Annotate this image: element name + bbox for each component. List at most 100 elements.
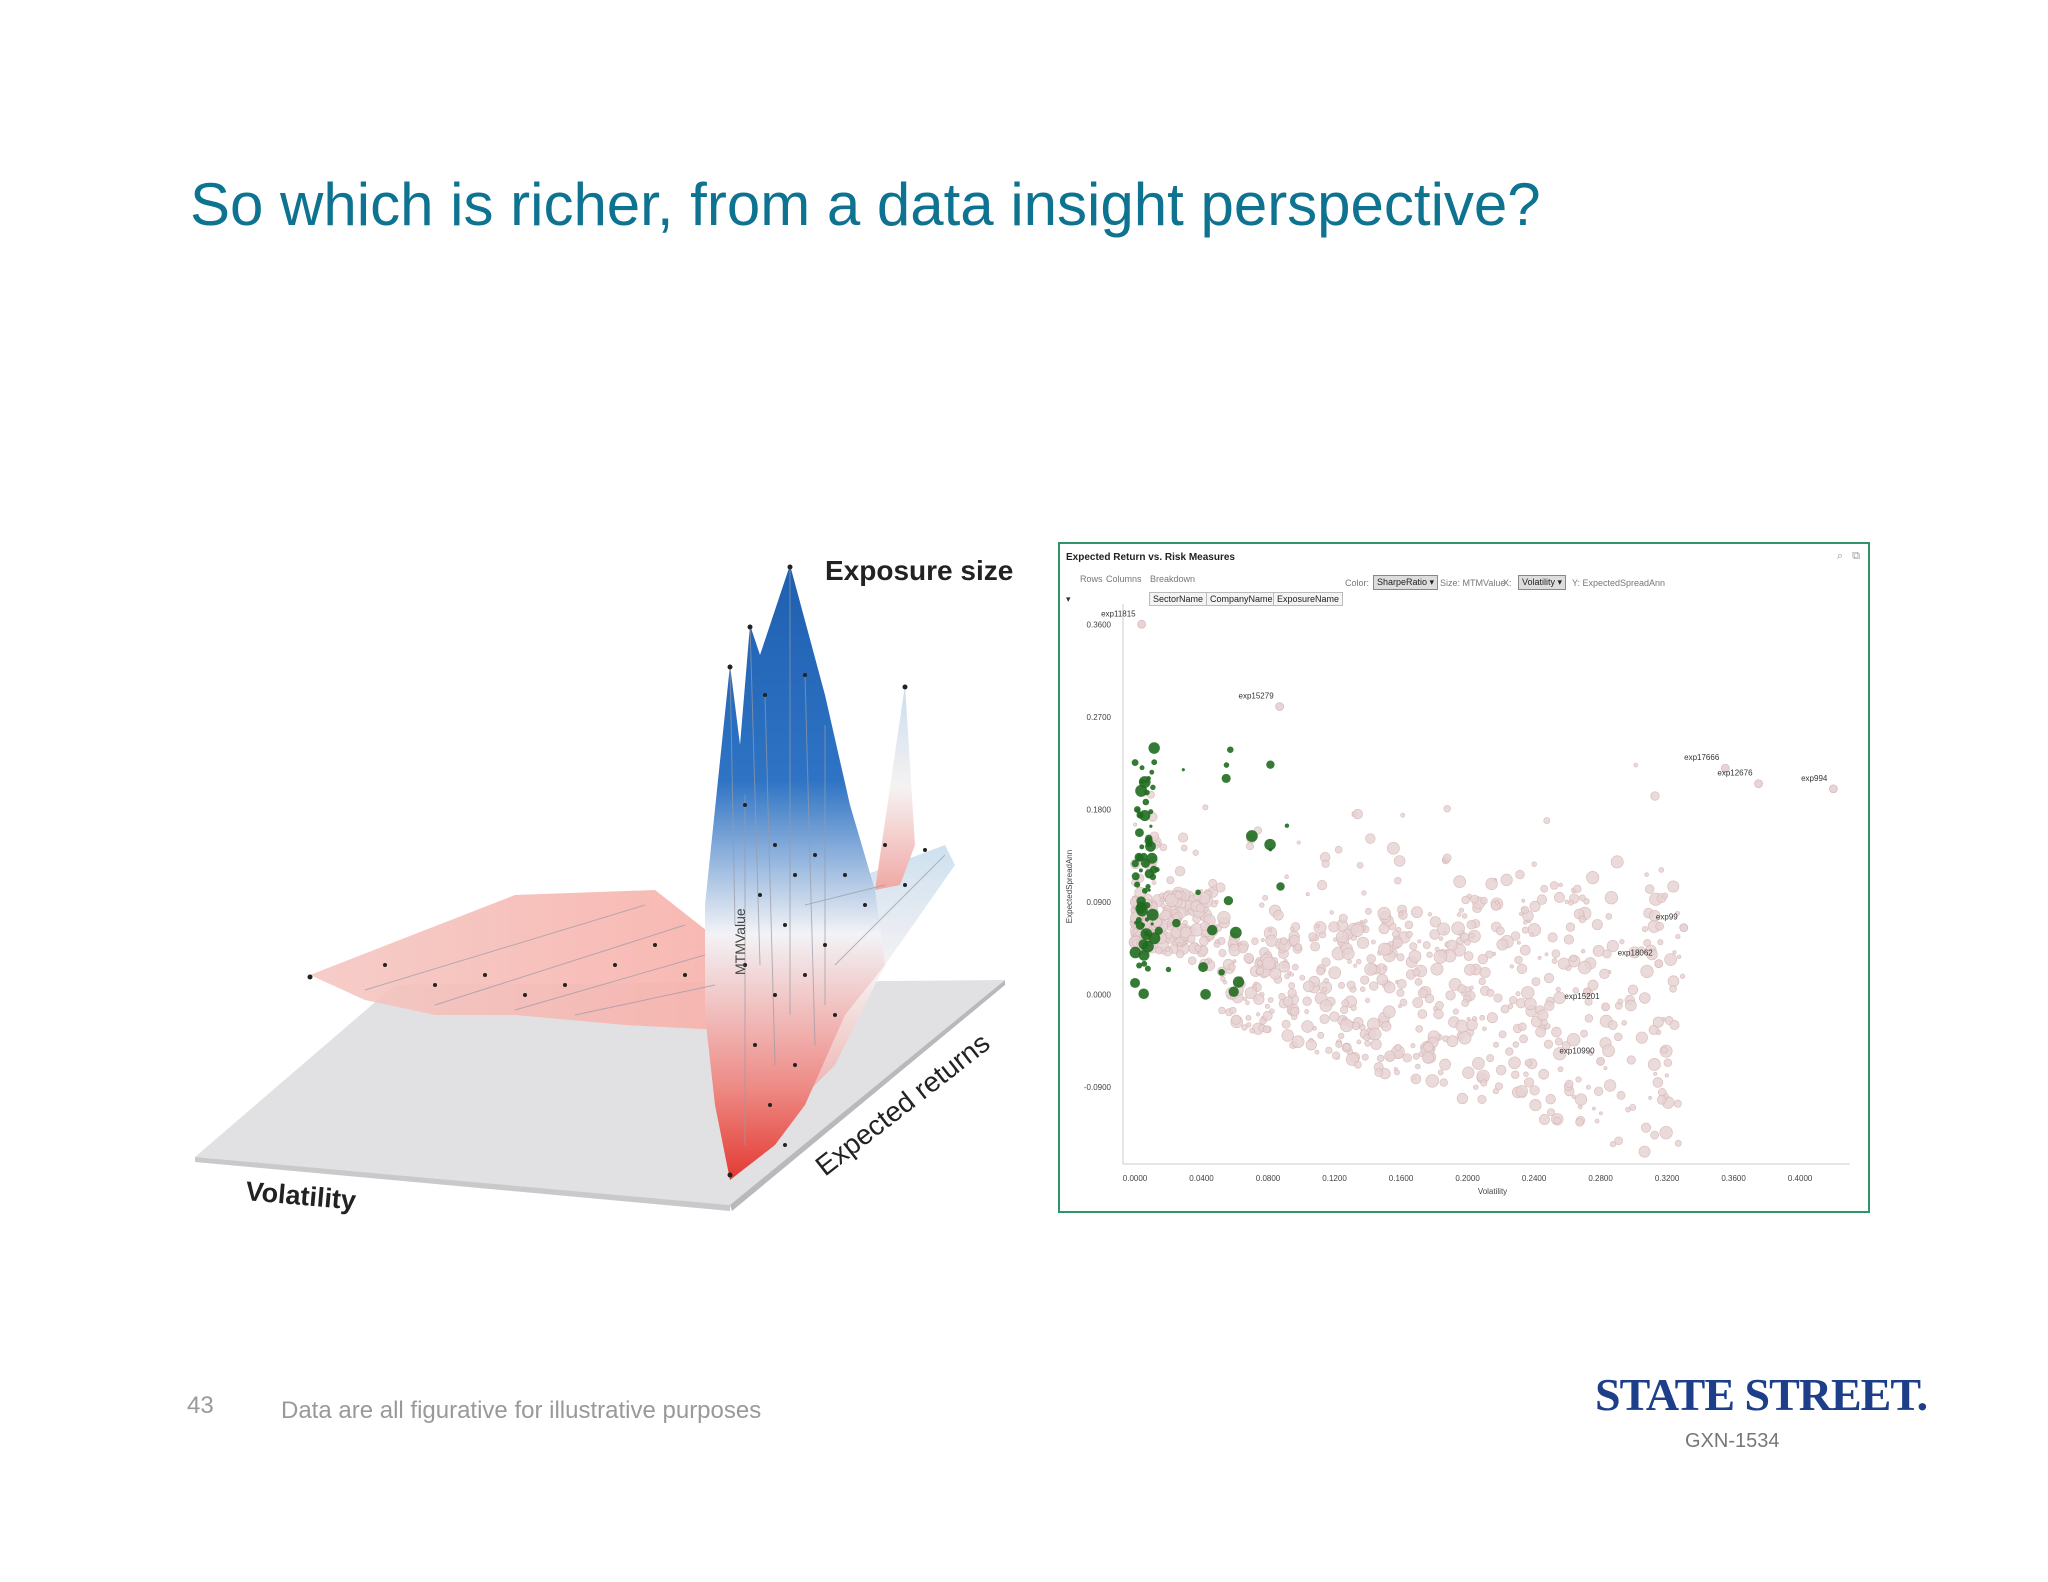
scatter-point	[1516, 940, 1521, 945]
document-code: GXN-1534	[1685, 1430, 1780, 1452]
scatter-point	[1289, 926, 1295, 932]
scatter-point	[1553, 991, 1566, 1005]
scatter-point	[1640, 964, 1654, 978]
scatter-point	[1565, 922, 1576, 932]
scatter-point-green	[1138, 988, 1149, 999]
x-tick-label: 0.0400	[1189, 1174, 1214, 1183]
scatter-point	[1599, 1111, 1603, 1116]
scatter-point	[1599, 968, 1610, 980]
scatter-point	[1639, 992, 1651, 1004]
scatter-point	[1486, 988, 1495, 997]
scatter-point	[1353, 1060, 1362, 1069]
scatter-point	[1174, 890, 1183, 899]
scatter-point	[1256, 960, 1263, 967]
footnote: Data are all figurative for illustrative…	[281, 1397, 762, 1424]
scatter-point-green	[1144, 917, 1150, 922]
scatter-point	[1553, 1047, 1567, 1061]
scatter-point	[1644, 884, 1655, 894]
scatter-point	[1400, 812, 1406, 818]
scatter-point-green	[1227, 746, 1234, 753]
scatter-point	[1316, 880, 1328, 891]
scatter-point	[1288, 982, 1296, 989]
scatter-point	[1519, 1034, 1528, 1044]
columns-label[interactable]: Columns	[1106, 574, 1142, 584]
scatter-point	[1463, 951, 1474, 961]
floor-edge-right	[730, 980, 1005, 1211]
scatter-point	[1396, 953, 1405, 962]
point-label: exp10990	[1559, 1046, 1595, 1055]
scatter-point	[1177, 942, 1182, 947]
scatter-point	[1656, 1095, 1667, 1105]
scatter-point	[1294, 943, 1302, 951]
scatter-point	[1439, 1058, 1451, 1071]
scatter-point	[1498, 1030, 1507, 1039]
rows-label[interactable]: Rows	[1080, 574, 1103, 584]
x-axis-title: Volatility	[1478, 1187, 1507, 1196]
scatter-point	[1659, 1125, 1673, 1140]
search-icon[interactable]: ⌕	[1836, 550, 1844, 562]
scatter-point	[1398, 911, 1404, 917]
scatter-point	[1364, 1040, 1371, 1047]
scatter-point	[1584, 1014, 1594, 1023]
scatter-point	[1394, 1044, 1402, 1052]
scatter-point-green	[1131, 859, 1139, 868]
scatter-point-green	[1140, 852, 1148, 861]
scatter-point	[1529, 932, 1534, 937]
x-dropdown[interactable]: Volatility ▾	[1518, 575, 1567, 590]
scatter-point	[1281, 1029, 1294, 1042]
scatter-point	[1269, 967, 1282, 980]
scatter-point	[1187, 934, 1196, 944]
popout-icon[interactable]: ⧉	[1852, 550, 1860, 562]
scatter-point	[1410, 1073, 1422, 1085]
color-dropdown[interactable]: SharpeRatio ▾	[1373, 575, 1439, 590]
scatter-point	[1323, 977, 1329, 984]
scatter-point-green	[1133, 806, 1141, 813]
scatter-point	[1508, 1056, 1521, 1070]
scatter-point	[1554, 1037, 1563, 1046]
scatter-point	[1341, 999, 1350, 1008]
scatter-point	[1482, 1026, 1487, 1032]
scatter-point-green	[1138, 868, 1143, 873]
scatter-point-green	[1150, 784, 1156, 791]
scatter-point	[1496, 938, 1509, 951]
scatter-point	[1446, 1035, 1459, 1048]
scatter-point	[1664, 1073, 1669, 1078]
scatter-point	[1458, 907, 1465, 913]
breakdown-field-exposure[interactable]: ExposureName	[1273, 592, 1344, 606]
scatter-point	[1288, 934, 1300, 946]
scatter-point	[1464, 964, 1476, 976]
scatter-point	[1212, 885, 1218, 891]
scatter-point	[1543, 817, 1551, 824]
expand-toggle[interactable]: ▾	[1066, 594, 1071, 604]
scatter-point	[1675, 934, 1681, 940]
scatter-point	[1220, 976, 1226, 982]
scatter-point	[1382, 1005, 1396, 1019]
y-label: Y: ExpectedSpreadAnn	[1572, 578, 1666, 588]
scatter-point	[1249, 1027, 1255, 1034]
scatter-point	[1536, 1009, 1549, 1022]
scatter-point	[1477, 953, 1489, 965]
scatter-point	[1352, 808, 1363, 820]
scatter-point	[1543, 973, 1555, 984]
scatter-point	[1408, 950, 1422, 963]
scatter-point-green	[1139, 844, 1145, 850]
scatter-point	[1638, 1145, 1651, 1158]
scatter-point	[1331, 1051, 1341, 1060]
scatter-point	[1363, 919, 1368, 924]
scatter-point	[1558, 882, 1563, 888]
scatter-point	[1166, 923, 1171, 928]
scatter-point	[1196, 903, 1206, 913]
breakdown-label[interactable]: Breakdown	[1150, 574, 1196, 584]
scatter-point-green	[1150, 922, 1154, 926]
scatter-point	[1321, 986, 1328, 992]
scatter-point	[1202, 804, 1209, 811]
scatter-point	[1273, 909, 1284, 921]
scatter-point	[1409, 942, 1418, 951]
scatter-point	[1256, 966, 1265, 975]
scatter-point	[1360, 975, 1370, 985]
scatter-point	[1436, 922, 1451, 936]
scatter-point	[1179, 926, 1192, 939]
scatter-point	[1578, 894, 1586, 902]
scatter-point	[1512, 1041, 1520, 1048]
scatter-point	[1626, 1055, 1636, 1065]
